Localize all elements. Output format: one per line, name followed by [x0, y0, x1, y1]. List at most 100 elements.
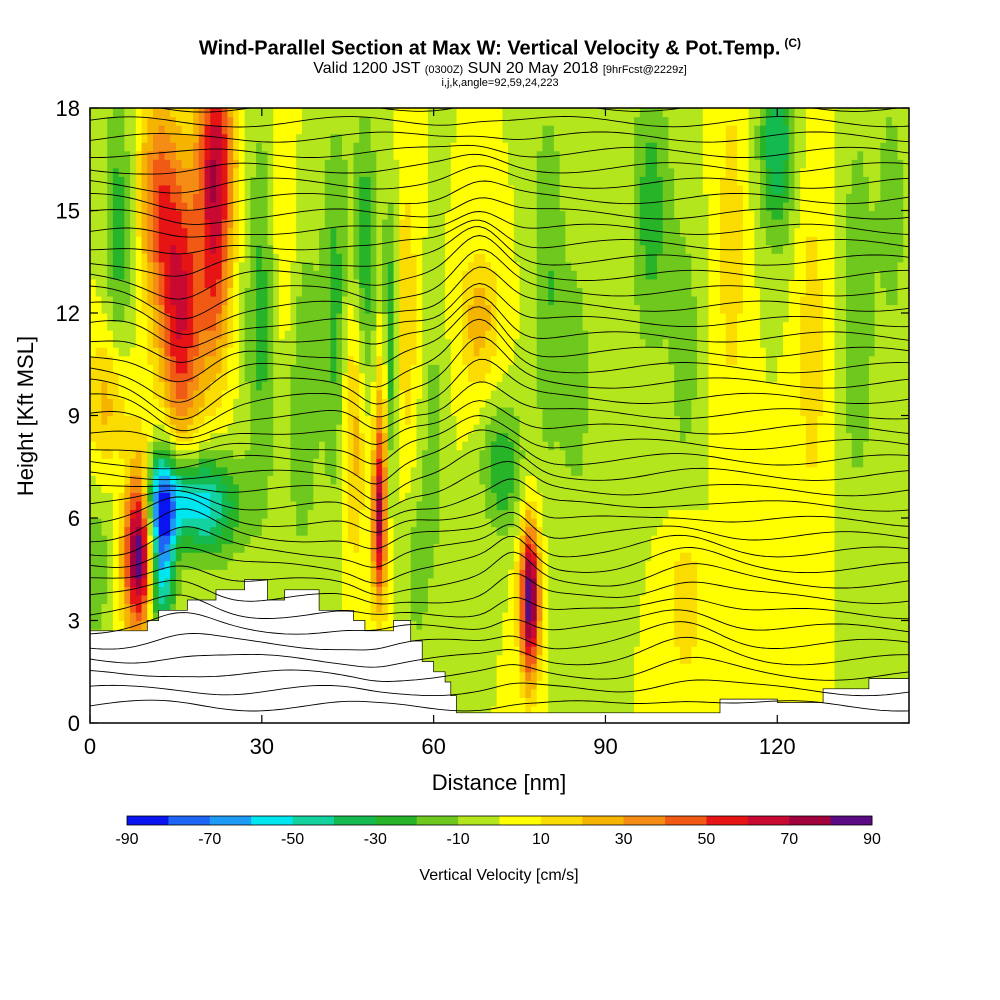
- velocity-cell: [422, 398, 429, 408]
- velocity-cell: [107, 108, 114, 118]
- velocity-cell: [336, 125, 343, 135]
- velocity-cell: [198, 432, 206, 442]
- velocity-cell: [410, 552, 418, 562]
- velocity-cell: [462, 142, 469, 152]
- velocity-cell: [422, 611, 429, 622]
- velocity-cell: [456, 372, 463, 382]
- velocity-cell: [376, 125, 383, 135]
- velocity-cell: [101, 577, 108, 587]
- velocity-cell: [250, 116, 257, 126]
- velocity-cell: [141, 586, 148, 596]
- velocity-cell: [90, 116, 97, 126]
- velocity-cell: [393, 475, 400, 485]
- velocity-cell: [187, 270, 194, 280]
- velocity-cell: [353, 176, 360, 186]
- velocity-cell: [313, 159, 320, 169]
- velocity-cell: [256, 364, 263, 374]
- velocity-cell: [112, 543, 120, 553]
- velocity-cell: [319, 586, 326, 596]
- velocity-cell: [216, 500, 223, 511]
- velocity-cell: [473, 594, 481, 605]
- velocity-cell: [284, 398, 292, 408]
- velocity-cell: [307, 518, 314, 528]
- velocity-cell: [330, 201, 337, 212]
- velocity-cell: [479, 543, 486, 553]
- velocity-cell: [387, 330, 395, 340]
- velocity-cell: [473, 603, 481, 613]
- velocity-cell: [479, 466, 486, 476]
- velocity-cell: [227, 424, 234, 434]
- velocity-cell: [158, 313, 166, 323]
- velocity-cell: [342, 535, 349, 545]
- velocity-cell: [405, 449, 412, 459]
- velocity-cell: [324, 278, 332, 288]
- velocity-cell: [187, 321, 194, 331]
- velocity-cell: [433, 663, 440, 673]
- velocity-cell: [376, 150, 383, 160]
- velocity-cell: [405, 415, 412, 425]
- velocity-cell: [382, 449, 389, 459]
- velocity-cell: [342, 253, 349, 263]
- velocity-cell: [462, 671, 469, 681]
- velocity-cell: [364, 355, 372, 365]
- velocity-cell: [450, 125, 458, 135]
- velocity-cell: [445, 321, 452, 331]
- velocity-cell: [221, 518, 229, 528]
- velocity-cell: [95, 278, 103, 288]
- velocity-cell: [462, 398, 469, 408]
- velocity-cell: [221, 304, 229, 314]
- velocity-cell: [473, 227, 481, 237]
- velocity-cell: [422, 483, 429, 493]
- velocity-cell: [307, 424, 314, 434]
- velocity-cell: [284, 509, 292, 519]
- velocity-cell: [279, 201, 286, 212]
- velocity-cell: [330, 586, 337, 596]
- velocity-cell: [267, 509, 274, 519]
- velocity-cell: [216, 227, 223, 237]
- velocity-cell: [90, 330, 97, 340]
- velocity-cell: [90, 577, 97, 587]
- velocity-cell: [433, 253, 440, 263]
- velocity-cell: [90, 227, 97, 237]
- velocity-cell: [468, 176, 475, 186]
- velocity-cell: [216, 560, 223, 570]
- velocity-cell: [370, 133, 377, 143]
- velocity-cell: [187, 424, 194, 434]
- velocity-cell: [256, 381, 263, 391]
- velocity-cell: [473, 620, 481, 630]
- velocity-cell: [261, 193, 269, 203]
- velocity-cell: [445, 193, 452, 203]
- velocity-cell: [336, 364, 343, 374]
- velocity-cell: [210, 313, 217, 323]
- velocity-cell: [158, 466, 166, 476]
- velocity-cell: [376, 330, 383, 340]
- velocity-cell: [238, 389, 246, 400]
- velocity-cell: [90, 500, 97, 511]
- velocity-cell: [198, 518, 206, 528]
- velocity-cell: [416, 509, 423, 519]
- velocity-cell: [296, 321, 303, 331]
- velocity-cell: [216, 261, 223, 271]
- velocity-cell: [95, 475, 103, 485]
- velocity-cell: [439, 261, 446, 271]
- velocity-cell: [296, 253, 303, 263]
- velocity-cell: [284, 210, 292, 220]
- velocity-cell: [342, 321, 349, 331]
- velocity-cell: [462, 381, 469, 391]
- velocity-cell: [468, 569, 475, 579]
- velocity-cell: [107, 466, 114, 476]
- velocity-cell: [382, 483, 389, 493]
- velocity-cell: [416, 611, 423, 622]
- velocity-cell: [221, 210, 229, 220]
- velocity-cell: [238, 415, 246, 425]
- velocity-cell: [324, 526, 332, 536]
- velocity-cell: [405, 389, 412, 400]
- velocity-cell: [468, 372, 475, 382]
- velocity-cell: [135, 475, 143, 485]
- velocity-cell: [221, 355, 229, 365]
- velocity-cell: [95, 526, 103, 536]
- velocity-cell: [221, 415, 229, 425]
- velocity-cell: [216, 492, 223, 502]
- velocity-cell: [118, 577, 125, 587]
- velocity-cell: [439, 321, 446, 331]
